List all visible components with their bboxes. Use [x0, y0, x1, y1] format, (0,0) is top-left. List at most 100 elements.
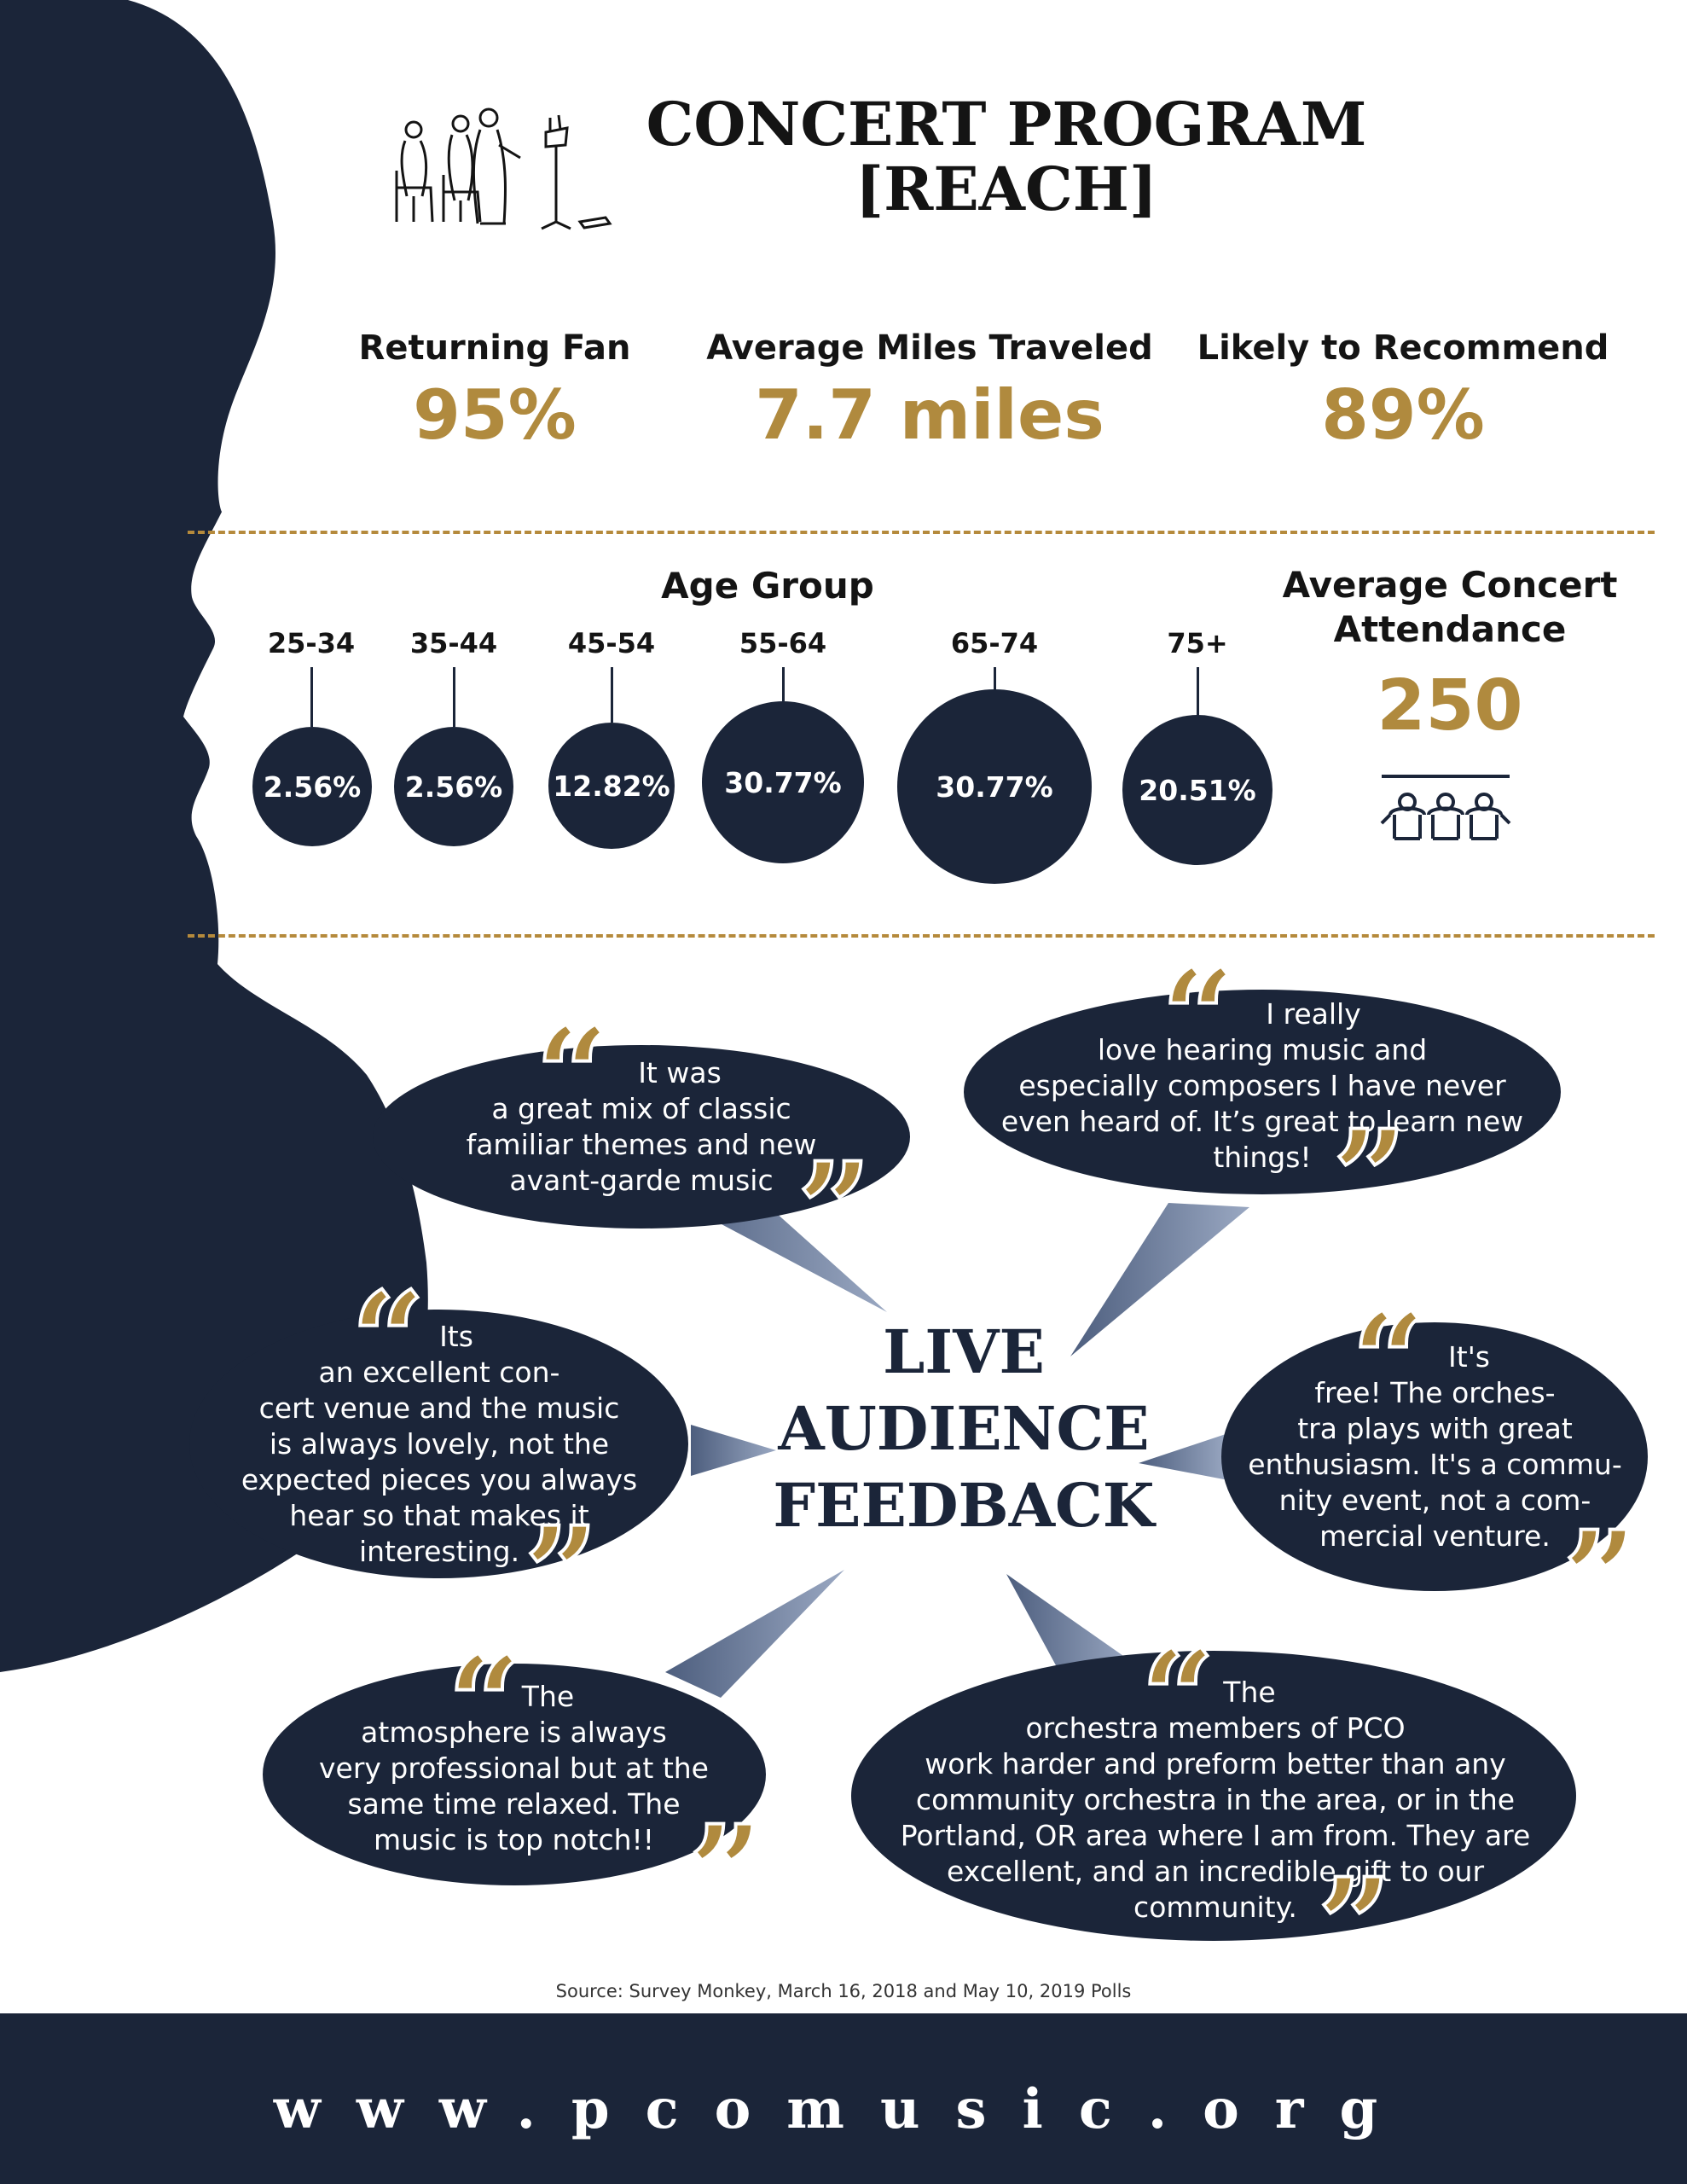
feedback-title-line-2: AUDIENCE — [778, 1393, 1150, 1464]
quote-1-line: It was — [638, 1056, 722, 1089]
quote-4-line: nity event, not a com- — [1278, 1484, 1591, 1517]
age-circle-75-plus: 20.51% — [1122, 715, 1272, 865]
quote-open-icon: “ — [534, 1000, 611, 1150]
age-label-45-54: 45-54 — [567, 627, 656, 659]
quote-4-line: tra plays with great — [1297, 1412, 1573, 1445]
quote-text-3: Its an excellent con- cert venue and the… — [213, 1319, 665, 1570]
quote-3-line: Its — [439, 1320, 473, 1353]
quote-2-line: even heard of. It’s great to learn new — [1000, 1105, 1524, 1138]
age-circle-55-64: 30.77% — [702, 701, 864, 863]
quote-bubble-3 — [189, 1310, 688, 1578]
quote-open-icon: “ — [350, 1264, 426, 1414]
stat-label-miles: Average Miles Traveled — [706, 328, 1153, 368]
quote-close-icon: ” — [1331, 1102, 1408, 1252]
quote-5-line: atmosphere is always — [361, 1716, 667, 1749]
quote-6-line: orchestra members of PCO — [1025, 1711, 1406, 1745]
quote-4-line: It's — [1448, 1340, 1490, 1374]
age-label-65-74: 65-74 — [950, 627, 1039, 659]
quote-text-4: It's free! The orches- tra plays with gr… — [1241, 1339, 1629, 1554]
quote-3-line: is always lovely, not the — [269, 1427, 610, 1461]
quote-3-line: hear so that makes it — [289, 1499, 589, 1532]
age-label-35-44: 35-44 — [409, 627, 498, 659]
quote-1-line: avant-garde music — [509, 1164, 774, 1197]
stat-label-returning-fan: Returning Fan — [358, 328, 631, 368]
stat-value-recommend: 89% — [1321, 375, 1485, 455]
audience-seats-icon — [1380, 775, 1511, 840]
quote-bubble-1 — [373, 1045, 910, 1228]
quote-text-5: The atmosphere is always very profession… — [294, 1679, 733, 1858]
quote-6-line: Portland, OR area where I am from. They … — [900, 1819, 1531, 1852]
attendance-label-line-2: Attendance — [1333, 608, 1567, 650]
age-label-25-34: 25-34 — [267, 627, 356, 659]
feedback-title-line-1: LIVE — [883, 1316, 1045, 1387]
quote-open-icon: “ — [446, 1629, 523, 1779]
age-label-75-plus: 75+ — [1167, 627, 1228, 659]
age-circle-65-74: 30.77% — [897, 689, 1092, 884]
quote-3-line: interesting. — [358, 1535, 520, 1568]
quote-5-line: very professional but at the — [319, 1751, 709, 1785]
quote-close-icon: ” — [1316, 1850, 1393, 2001]
footer-bar: www.pcomusic.org — [0, 2013, 1687, 2184]
stat-value-returning-fan: 95% — [413, 375, 577, 455]
source-note: Source: Survey Monkey, March 16, 2018 an… — [555, 1981, 1132, 2001]
quote-6-line: excellent, and an incredible gift to our — [946, 1855, 1485, 1888]
quote-4-line: mercial venture. — [1319, 1519, 1551, 1553]
page-title: CONCERT PROGRAM [REACH] — [597, 92, 1416, 222]
quote-4-line: free! The orches- — [1314, 1376, 1556, 1409]
age-stem-65-74 — [994, 667, 996, 691]
quote-open-icon: “ — [1350, 1286, 1427, 1436]
age-stem-45-54 — [611, 667, 613, 723]
footer-url-link[interactable]: www.pcomusic.org — [273, 2077, 1414, 2141]
quote-6-line: community orchestra in the area, or in t… — [915, 1783, 1516, 1816]
attendance-label-line-1: Average Concert — [1282, 564, 1618, 606]
quote-6-line: The — [1223, 1676, 1276, 1709]
quote-text-6: The orchestra members of PCO work harder… — [878, 1675, 1552, 1926]
age-stem-75-plus — [1197, 667, 1199, 717]
quote-5-line: music is top notch!! — [373, 1823, 655, 1856]
feedback-title-line-3: FEEDBACK — [773, 1470, 1155, 1541]
musicians-illustration — [395, 107, 612, 230]
quote-open-icon: “ — [1139, 1623, 1216, 1773]
quote-3-line: expected pieces you always — [241, 1463, 638, 1496]
quote-close-icon: ” — [687, 1798, 764, 1948]
attendance-label: Average Concert Attendance — [1262, 563, 1638, 652]
age-label-55-64: 55-64 — [739, 627, 827, 659]
age-circle-45-54: 12.82% — [548, 723, 675, 849]
age-circle-25-34: 2.56% — [252, 727, 372, 846]
quote-3-line: an excellent con- — [318, 1356, 560, 1389]
quote-1-line: a great mix of classic — [491, 1092, 791, 1125]
quote-bubble-2 — [964, 990, 1561, 1194]
quote-5-line: The — [521, 1680, 575, 1713]
quote-3-line: cert venue and the music — [258, 1391, 620, 1425]
quote-4-line: enthusiasm. It's a commu- — [1248, 1448, 1622, 1481]
quote-2-line: things! — [1213, 1141, 1312, 1174]
title-line-1: CONCERT PROGRAM — [646, 89, 1367, 160]
age-stem-55-64 — [782, 667, 785, 701]
feedback-title: LIVE AUDIENCE FEEDBACK — [751, 1314, 1177, 1544]
quote-close-icon: ” — [523, 1499, 600, 1649]
divider-top — [188, 531, 1655, 534]
head-silhouette — [0, 0, 428, 1672]
quote-bubble-4 — [1221, 1322, 1648, 1591]
quote-5-line: same time relaxed. The — [347, 1787, 681, 1821]
quote-1-line: familiar themes and new — [466, 1128, 817, 1161]
quote-text-2: I really love hearing music and especial… — [989, 996, 1535, 1176]
stat-value-miles: 7.7 miles — [755, 375, 1104, 455]
quote-text-1: It was a great mix of classic familiar t… — [407, 1055, 876, 1199]
quote-bubble-6 — [851, 1651, 1576, 1941]
quote-close-icon: ” — [1562, 1503, 1638, 1653]
title-line-2: [REACH] — [855, 154, 1157, 224]
quote-close-icon: ” — [796, 1135, 872, 1285]
quote-2-line: love hearing music and — [1097, 1033, 1428, 1066]
divider-middle — [188, 934, 1655, 938]
age-stem-35-44 — [453, 667, 455, 727]
age-circle-35-44: 2.56% — [394, 727, 513, 846]
age-group-title: Age Group — [661, 565, 874, 607]
quote-bubble-5 — [263, 1664, 766, 1885]
attendance-value: 250 — [1377, 665, 1523, 746]
quote-2-line: I really — [1266, 997, 1361, 1031]
stat-label-recommend: Likely to Recommend — [1197, 328, 1609, 368]
age-stem-25-34 — [310, 667, 313, 727]
quote-2-line: especially composers I have never — [1018, 1069, 1506, 1102]
quote-open-icon: “ — [1160, 942, 1237, 1092]
